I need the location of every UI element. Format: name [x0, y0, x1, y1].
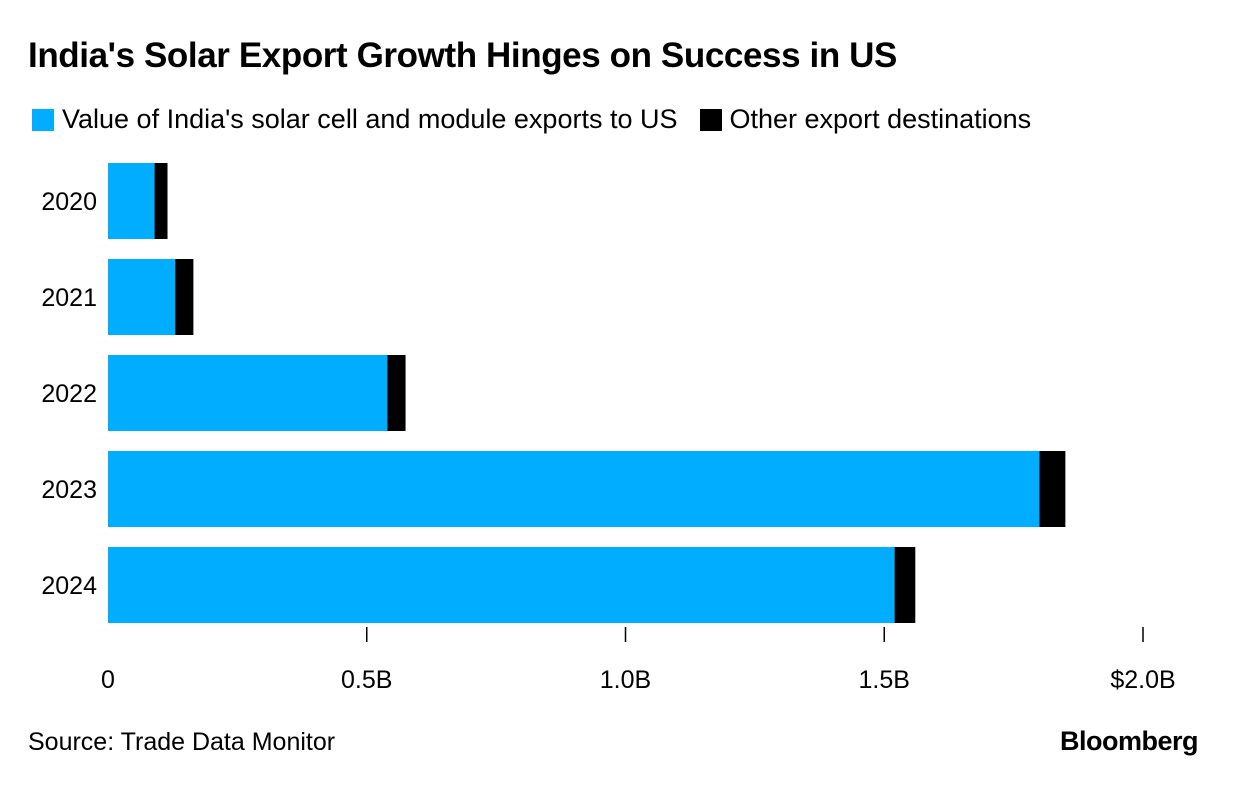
legend-swatch-other: [699, 108, 722, 131]
bar-2024-series-1: [894, 547, 916, 623]
bar-2021-series-0: [108, 259, 176, 335]
y-tick-label-2023: 2023: [41, 476, 97, 504]
x-tick-label-1: 0.5B: [341, 666, 392, 694]
source-note: Source: Trade Data Monitor: [28, 728, 336, 756]
bar-2020-series-1: [154, 163, 168, 239]
chart-legend: Value of India's solar cell and module e…: [32, 104, 1053, 135]
y-tick-label-2022: 2022: [41, 380, 97, 408]
bar-2021-series-1: [175, 259, 194, 335]
bar-2020-series-0: [108, 163, 155, 239]
legend-swatch-us: [32, 108, 54, 131]
bar-2022-series-0: [108, 355, 388, 431]
y-tick-label-2020: 2020: [41, 188, 97, 216]
legend-item-other: Other export destinations: [699, 104, 1032, 135]
bar-2024-series-0: [108, 547, 895, 623]
x-tick-label-2: 1.0B: [600, 666, 651, 694]
chart-title: India's Solar Export Growth Hinges on Su…: [28, 36, 897, 75]
legend-label-us: Value of India's solar cell and module e…: [62, 104, 678, 134]
x-tick-label-0: 0: [101, 666, 115, 694]
legend-item-us: Value of India's solar cell and module e…: [32, 104, 678, 135]
x-tick-label-4: $2.0B: [1110, 666, 1175, 694]
bar-2023-series-0: [108, 451, 1040, 527]
bar-2022-series-1: [387, 355, 406, 431]
legend-label-other: Other export destinations: [729, 104, 1032, 134]
y-tick-label-2021: 2021: [41, 284, 97, 312]
y-tick-label-2024: 2024: [41, 572, 97, 600]
bar-2023-series-1: [1039, 451, 1066, 527]
x-tick-label-3: 1.5B: [859, 666, 910, 694]
brand-logo: Bloomberg: [1059, 726, 1199, 756]
